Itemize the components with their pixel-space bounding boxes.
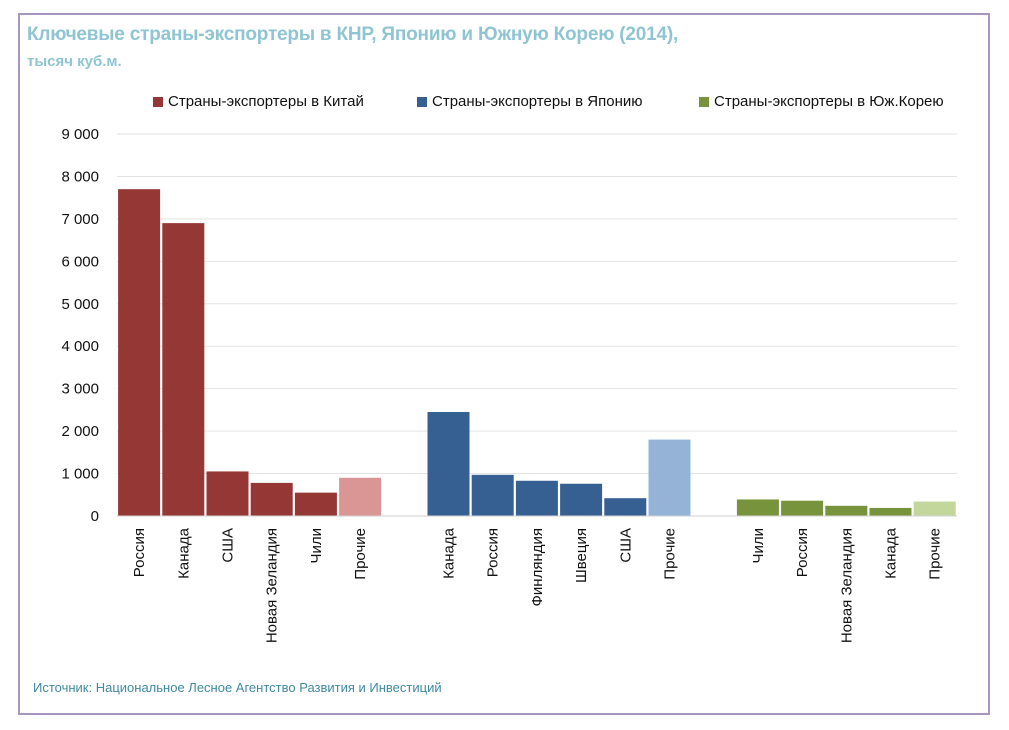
bar [560,483,603,516]
source-note: Источник: Национальное Лесное Агентство … [33,680,442,695]
y-tick-label: 0 [91,508,99,525]
x-tick-label: Канада [441,527,458,578]
bar [118,189,161,516]
x-tick-label: Россия [485,528,502,577]
x-tick-label: Россия [131,528,148,577]
legend-label-china: Страны-экспортеры в Китай [168,93,364,110]
bar [781,500,824,516]
bar [339,477,382,516]
bar [604,498,647,516]
bar [162,223,205,516]
y-tick-label: 9 000 [61,126,99,143]
bar [648,439,691,516]
bar [294,492,337,516]
x-tick-label: Прочие [352,528,369,580]
bar [736,499,779,516]
bar [825,505,868,516]
x-tick-label: Канада [175,527,192,578]
chart-subtitle: тысяч куб.м. [27,53,122,70]
bar [471,474,514,516]
y-tick-label: 1 000 [61,466,99,483]
legend-label-japan: Страны-экспортеры в Японию [432,93,643,110]
y-tick-label: 2 000 [61,423,99,440]
x-tick-label: Канада [883,527,900,578]
x-tick-label: Россия [794,528,811,577]
legend-swatch-japan [417,96,427,107]
y-tick-label: 3 000 [61,381,99,398]
y-tick-label: 7 000 [61,211,99,228]
y-tick-label: 6 000 [61,253,99,270]
x-tick-label: США [220,528,237,563]
x-tick-label: Чили [750,528,767,564]
bar [913,501,956,516]
x-tick-label: Новая Зеландия [838,528,855,643]
legend-item-japan: Страны-экспортеры в Японию [417,93,643,110]
x-tick-label: Швеция [573,528,590,583]
x-tick-label: Новая Зеландия [264,528,281,643]
x-tick-label: Чили [308,528,325,564]
bar [427,412,470,516]
x-tick-label: Финляндия [529,528,546,606]
x-tick-label: США [617,528,634,563]
bar [869,507,912,516]
legend-item-korea: Страны-экспортеры в Юж.Корею [699,93,944,110]
bar [250,482,293,516]
bar [206,471,249,516]
chart-title: Ключевые страны-экспортеры в КНР, Японию… [27,24,679,45]
x-tick-label: Прочие [662,528,679,580]
legend-swatch-china [153,96,163,107]
legend-item-china: Страны-экспортеры в Китай [153,93,364,110]
y-tick-label: 4 000 [61,338,99,355]
y-tick-label: 5 000 [61,296,99,313]
legend-swatch-korea [699,96,709,107]
bar [515,480,558,516]
legend-label-korea: Страны-экспортеры в Юж.Корею [714,93,944,110]
x-tick-label: Прочие [927,528,944,580]
y-tick-label: 8 000 [61,168,99,185]
